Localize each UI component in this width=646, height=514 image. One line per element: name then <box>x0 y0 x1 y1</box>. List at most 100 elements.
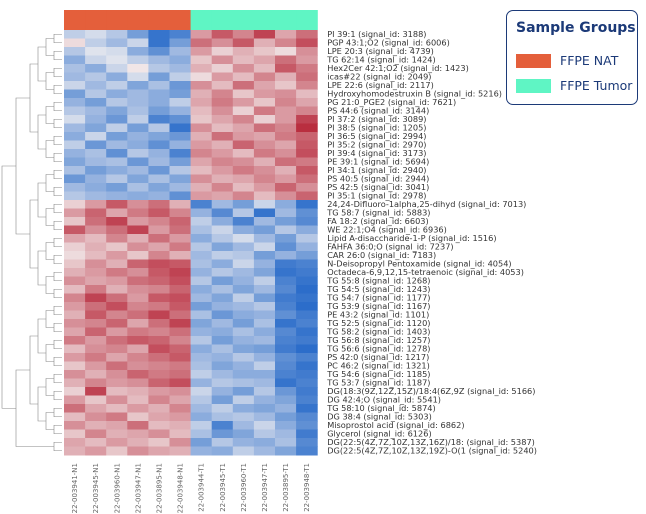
row-label: PS 42:0 (signal_id: 1217) <box>327 352 429 362</box>
heatmap-cell <box>169 353 192 362</box>
heatmap-cell <box>275 302 297 311</box>
heatmap-cell <box>169 344 192 354</box>
heatmap-cell <box>85 421 107 430</box>
heatmap-cell <box>190 132 213 141</box>
heatmap-cell <box>127 378 149 388</box>
heatmap-cell <box>148 438 170 447</box>
heatmap-cell <box>253 81 276 90</box>
heatmap-cell <box>127 157 149 167</box>
heatmap-cell <box>190 174 213 184</box>
heatmap-cell <box>148 353 170 362</box>
heatmap-cell <box>253 276 276 286</box>
heatmap-cell <box>190 149 213 158</box>
row-label: Misoprostol acid (signal_id: 6862) <box>327 420 464 430</box>
heatmap-cell <box>64 412 86 422</box>
heatmap-cell <box>211 319 234 328</box>
heatmap-cell <box>275 251 297 260</box>
heatmap-cell <box>127 140 149 150</box>
column-label: 22-003960-T1 <box>240 463 248 512</box>
group-bar-segment <box>253 10 276 30</box>
heatmap-cell <box>106 242 128 252</box>
heatmap-cell <box>190 344 213 354</box>
legend-label-ffpe-nat: FFPE NAT <box>560 53 619 68</box>
heatmap-cell <box>106 361 128 371</box>
heatmap-cell <box>211 268 234 277</box>
heatmap-cell <box>296 395 318 405</box>
heatmap-cell <box>106 98 128 107</box>
heatmap-cell <box>64 47 86 56</box>
heatmap-cell <box>169 225 192 235</box>
heatmap-cell <box>275 378 297 388</box>
heatmap-cell <box>232 234 255 243</box>
heatmap-cell <box>169 64 192 73</box>
column-label: 22-003948-T1 <box>303 463 311 512</box>
heatmap-cell <box>127 89 149 99</box>
heatmap-cell <box>232 242 255 252</box>
heatmap-cell <box>296 370 318 379</box>
heatmap-cell <box>190 404 213 413</box>
heatmap-cell <box>85 38 107 48</box>
dendrogram-branches <box>1 33 62 452</box>
heatmap-cell <box>106 353 128 362</box>
heatmap-cell <box>169 302 192 311</box>
heatmap-cell <box>275 319 297 328</box>
row-label: TG 58:10 (signal_id: 5874) <box>326 403 436 413</box>
heatmap-cell <box>148 225 170 235</box>
heatmap-cell <box>85 429 107 439</box>
heatmap-cell <box>211 149 234 158</box>
heatmap-cell <box>169 421 192 430</box>
heatmap-cell <box>106 30 128 39</box>
heatmap-cell <box>64 81 86 90</box>
heatmap-cell <box>127 38 149 48</box>
heatmap-cell <box>296 30 318 39</box>
heatmap-cell <box>253 157 276 167</box>
heatmap-cell <box>190 157 213 167</box>
heatmap-cell <box>148 234 170 243</box>
column-label: 22-003941-N1 <box>71 463 79 513</box>
heatmap-cell <box>127 81 149 90</box>
heatmap-cell <box>190 106 213 116</box>
heatmap-cell <box>190 251 213 260</box>
heatmap-cell <box>85 183 107 192</box>
heatmap-cell <box>232 106 255 116</box>
heatmap-cell <box>211 293 234 303</box>
heatmap-cell <box>169 149 192 158</box>
heatmap-cell <box>296 361 318 371</box>
heatmap-cell <box>275 115 297 124</box>
heatmap-cell <box>253 378 276 388</box>
heatmap-cell <box>190 55 213 65</box>
heatmap-cell <box>64 404 86 413</box>
heatmap-cell <box>296 115 318 124</box>
heatmap-cell <box>64 353 86 362</box>
heatmap-cell <box>211 225 234 235</box>
heatmap-cell <box>85 191 107 201</box>
heatmap-cell <box>85 395 107 405</box>
heatmap-cell <box>106 438 128 447</box>
heatmap-cell <box>190 115 213 124</box>
heatmap-cell <box>190 446 213 456</box>
row-dendrogram <box>1 33 62 452</box>
heatmap-cell <box>275 47 297 56</box>
heatmap-cell <box>296 293 318 303</box>
heatmap-cell <box>296 259 318 269</box>
row-label: DG(18:3(9Z,12Z,15Z)/18:4(6Z,9Z (signal_i… <box>327 386 535 396</box>
group-bar-segment <box>211 10 234 30</box>
heatmap-cell <box>211 200 234 209</box>
heatmap-cell <box>64 446 86 456</box>
heatmap-cell <box>169 293 192 303</box>
heatmap-cell <box>275 72 297 82</box>
heatmap-cells <box>64 30 318 456</box>
heatmap-cell <box>211 30 234 39</box>
heatmap-cell <box>275 208 297 218</box>
heatmap-cell <box>85 251 107 260</box>
heatmap-cell <box>275 30 297 39</box>
heatmap-cell <box>211 285 234 294</box>
heatmap-cell <box>275 353 297 362</box>
heatmap-cell <box>169 183 192 192</box>
heatmap-cell <box>169 132 192 141</box>
heatmap-cell <box>190 140 213 150</box>
heatmap-cell <box>64 251 86 260</box>
heatmap-cell <box>106 251 128 260</box>
heatmap-cell <box>211 251 234 260</box>
column-label: 22-003944-T1 <box>198 463 206 512</box>
